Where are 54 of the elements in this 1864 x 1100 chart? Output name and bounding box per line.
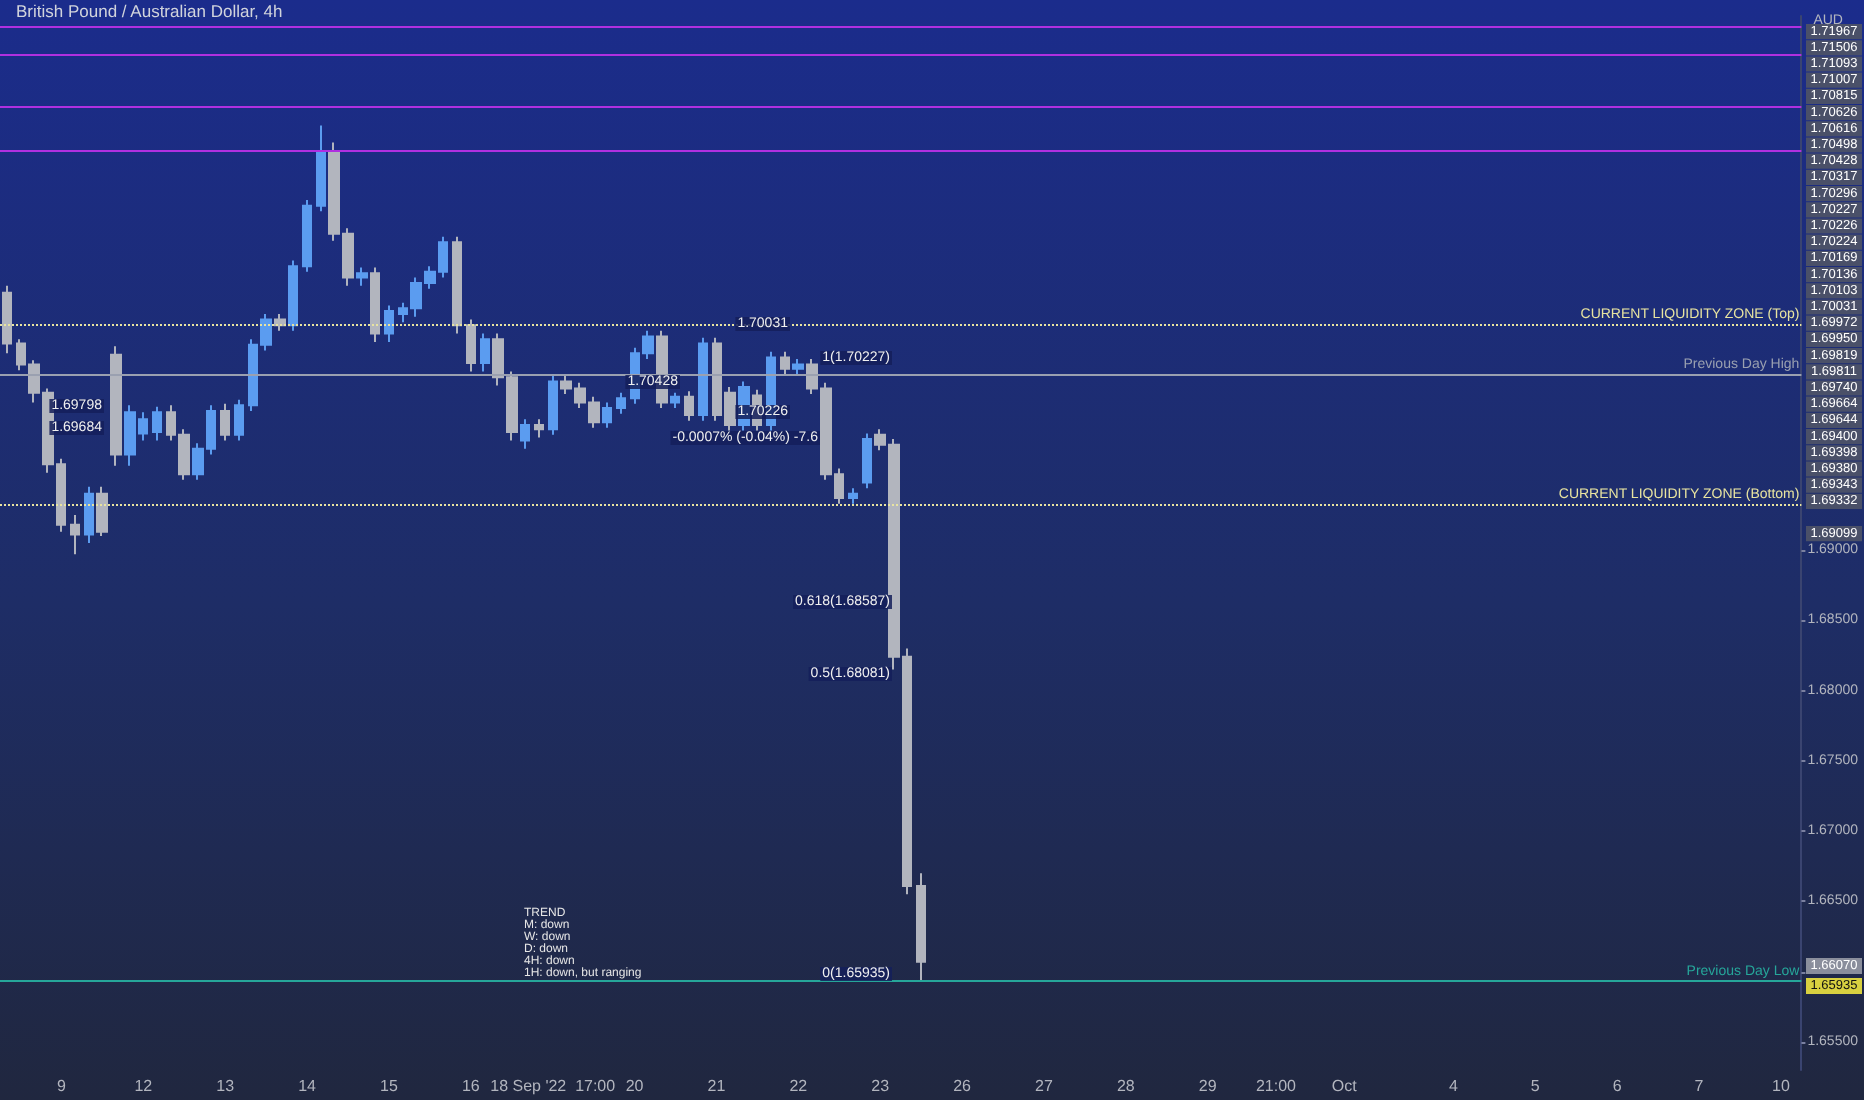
candlestick — [616, 391, 626, 415]
x-tick-label: 15 — [380, 1077, 399, 1095]
x-tick-label: 14 — [298, 1077, 318, 1095]
candlestick — [384, 304, 394, 344]
x-tick-label: 12 — [134, 1077, 154, 1095]
candlestick — [356, 266, 368, 287]
candlestick — [848, 487, 858, 505]
candlestick — [220, 402, 230, 442]
x-tick-label: Oct — [1331, 1077, 1359, 1095]
candlestick — [110, 345, 122, 467]
x-tick-label: 21 — [707, 1077, 727, 1095]
candlestick — [466, 318, 476, 373]
candlestick — [316, 124, 326, 213]
x-tick-label: 9 — [56, 1077, 67, 1095]
x-tick-label: 4 — [1448, 1077, 1459, 1095]
x-tick-label: 28 — [1116, 1077, 1136, 1095]
candlestick — [862, 432, 872, 490]
x-tick-label: 22 — [789, 1077, 809, 1095]
candlestick — [698, 336, 708, 422]
x-tick-label: 29 — [1198, 1077, 1218, 1095]
x-tick-label: 6 — [1612, 1077, 1623, 1095]
candlestick — [548, 374, 558, 436]
x-tick-label: 18 Sep '22 17:00 — [490, 1077, 617, 1095]
candlestick — [602, 401, 612, 429]
chart-title: British Pound / Australian Dollar, 4h — [16, 1, 284, 21]
x-tick-label: 16 — [461, 1077, 481, 1095]
x-tick-label: 10 — [1772, 1077, 1791, 1095]
candlestick — [684, 390, 694, 422]
candlestick — [2, 284, 12, 355]
candlestick — [234, 398, 244, 442]
x-tick-label: 7 — [1694, 1077, 1705, 1095]
candlestick — [288, 259, 298, 332]
candlestick — [480, 332, 490, 373]
candlestick — [370, 266, 380, 344]
x-tick-label: 5 — [1530, 1077, 1541, 1095]
candlestick — [274, 312, 286, 332]
x-tick-label: 20 — [625, 1077, 645, 1095]
candlestick — [916, 872, 926, 982]
x-tick-label: 13 — [216, 1077, 236, 1095]
x-tick-label: 26 — [953, 1077, 973, 1095]
candlestick — [452, 235, 462, 335]
candlestick — [84, 485, 94, 544]
candlestick — [70, 513, 80, 556]
candlestick — [302, 199, 312, 273]
candlestick — [792, 357, 804, 376]
candlestick — [670, 391, 680, 410]
candlestick — [780, 350, 790, 376]
candlestick — [152, 405, 162, 442]
candlestick — [520, 418, 530, 450]
x-tick-label: 21:00 — [1255, 1077, 1298, 1095]
x-tick-label: 27 — [1035, 1077, 1054, 1095]
candlestick — [534, 418, 544, 439]
candlestick — [96, 485, 108, 537]
x-tick-label: 23 — [871, 1077, 891, 1095]
